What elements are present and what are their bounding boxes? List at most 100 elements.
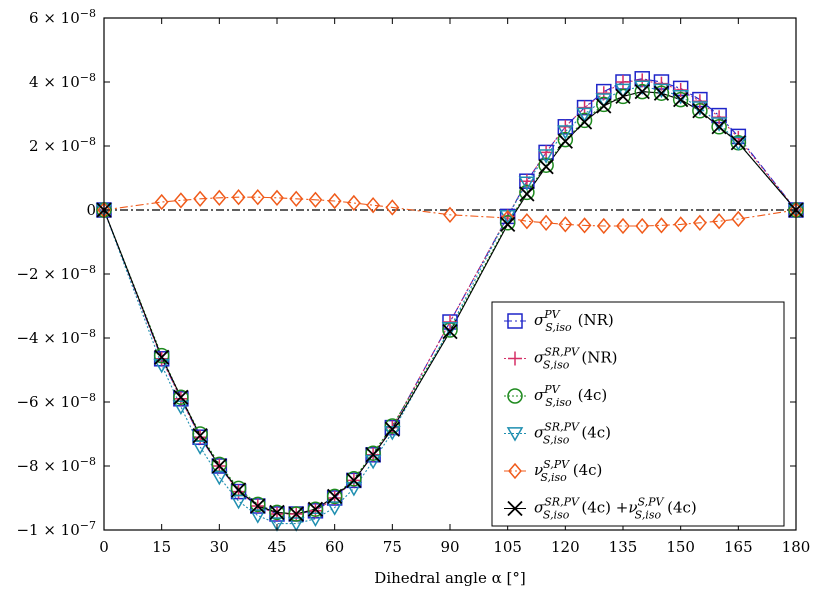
y-tick-labels: 6 × 10−8 4 × 10−8 2 × 10−8 0 −2 × 10−8 −4 × 1… (16, 7, 96, 539)
x-tick-label: 15 (152, 538, 171, 556)
series-3-point (519, 184, 535, 201)
x-tick-label: 30 (210, 538, 229, 556)
series-5-point (270, 189, 284, 206)
series-6-point (230, 482, 247, 498)
series-4-point (518, 176, 536, 191)
series-3-point (615, 88, 631, 105)
series-5-point (443, 206, 457, 223)
series-3-point (250, 496, 266, 513)
x-tick-label: 0 (99, 538, 109, 556)
series-6-point (173, 389, 189, 405)
legend-marker (506, 427, 524, 442)
legend-entry-text: σPV S,iso (4c) (534, 383, 607, 409)
series-6-point (538, 159, 554, 175)
series-6-point (327, 488, 343, 505)
axis-ticks-layer (103, 17, 797, 531)
y-tick-label: −6 × 10−8 (16, 391, 96, 411)
y-tick-label: 6 × 10−8 (29, 7, 96, 27)
series-5-point (212, 189, 227, 206)
y-tick-label: −2 × 10−8 (16, 263, 96, 283)
series-2-point (443, 315, 457, 329)
series-3-point (346, 471, 362, 487)
series-5-point (173, 192, 188, 209)
series-3-point (499, 215, 516, 231)
series-2-point (654, 76, 669, 91)
series-5-point (154, 193, 169, 211)
y-tick-label: 4 × 10−8 (29, 71, 96, 91)
x-tick-label: 150 (666, 538, 695, 556)
y-tick-label: 0 (86, 201, 96, 219)
series-3-point (653, 85, 670, 101)
series-4-point (730, 136, 747, 151)
x-tick-label: 90 (440, 538, 459, 556)
legend-marker (508, 462, 522, 480)
x-tick-labels: 0 15 30 45 60 75 90 105 120 135 150 165 180 (99, 538, 810, 556)
series-6-point (384, 421, 400, 437)
series-6-point (288, 506, 304, 522)
series-4-point (287, 517, 305, 532)
series-6-point (673, 91, 689, 108)
legend-entry-text: σSR,PV S,iso (NR) (534, 346, 617, 372)
series-4-point (191, 440, 209, 455)
series-5-point (193, 190, 208, 207)
series-5-point (577, 217, 592, 234)
series-3-point (576, 112, 593, 129)
series-3-point (307, 501, 324, 517)
series-6-point (269, 504, 285, 521)
series-2-point (154, 351, 169, 366)
y-tick-label: −8 × 10−8 (16, 455, 96, 475)
series-4-point (211, 470, 228, 486)
series-5-point (558, 216, 573, 233)
series-5-point (539, 214, 554, 231)
series-6-point (346, 472, 362, 489)
series-4-point (576, 107, 593, 123)
series-6-point (730, 135, 746, 151)
legend-entry-text: νS,PV S,iso (4c) (534, 458, 602, 484)
series-6-point (192, 427, 208, 444)
x-tick-label: 165 (724, 538, 753, 556)
x-tick-label: 75 (383, 538, 402, 556)
series-4-point (268, 517, 286, 532)
series-6-point (557, 133, 573, 149)
series-3-point (557, 131, 574, 148)
series-5-point (346, 194, 361, 212)
series-2-point (673, 83, 688, 97)
series-6-point (307, 501, 324, 517)
series-6-point (615, 88, 631, 105)
x-tick-label: 105 (493, 538, 522, 556)
series-2-point (577, 100, 592, 115)
series-4-point (230, 494, 247, 510)
series-6-point (365, 447, 381, 463)
series-5-point (596, 217, 611, 235)
series-5-point (673, 216, 688, 233)
series-3-line (103, 91, 797, 515)
series-4-point (249, 509, 267, 524)
series-6-point (692, 103, 708, 119)
legend-marker (508, 351, 522, 366)
series-5-point (250, 189, 265, 206)
series-4-point (557, 125, 574, 140)
y-tick-label: −1 × 10−7 (16, 519, 96, 539)
y-tick-label: 2 × 10−8 (29, 135, 96, 155)
series-3-point (269, 504, 285, 521)
series-2-point (692, 94, 707, 109)
series-3-point (288, 506, 304, 522)
series-5-point (654, 217, 669, 234)
series-4-point (614, 83, 632, 99)
series-5-point (712, 213, 727, 230)
series-4-point (345, 482, 363, 497)
series-6-point (576, 114, 593, 130)
series-6-point (250, 498, 266, 514)
series-5-point (308, 191, 323, 208)
series-4-point (595, 93, 613, 108)
series-3-point (692, 103, 708, 119)
series-6-point (596, 98, 612, 114)
series-5-point (731, 210, 746, 228)
series-6-point (711, 119, 727, 135)
series-5-point (327, 192, 342, 210)
series-5-point (616, 217, 630, 235)
series-4-point (326, 501, 343, 516)
series-5-point (519, 213, 534, 230)
